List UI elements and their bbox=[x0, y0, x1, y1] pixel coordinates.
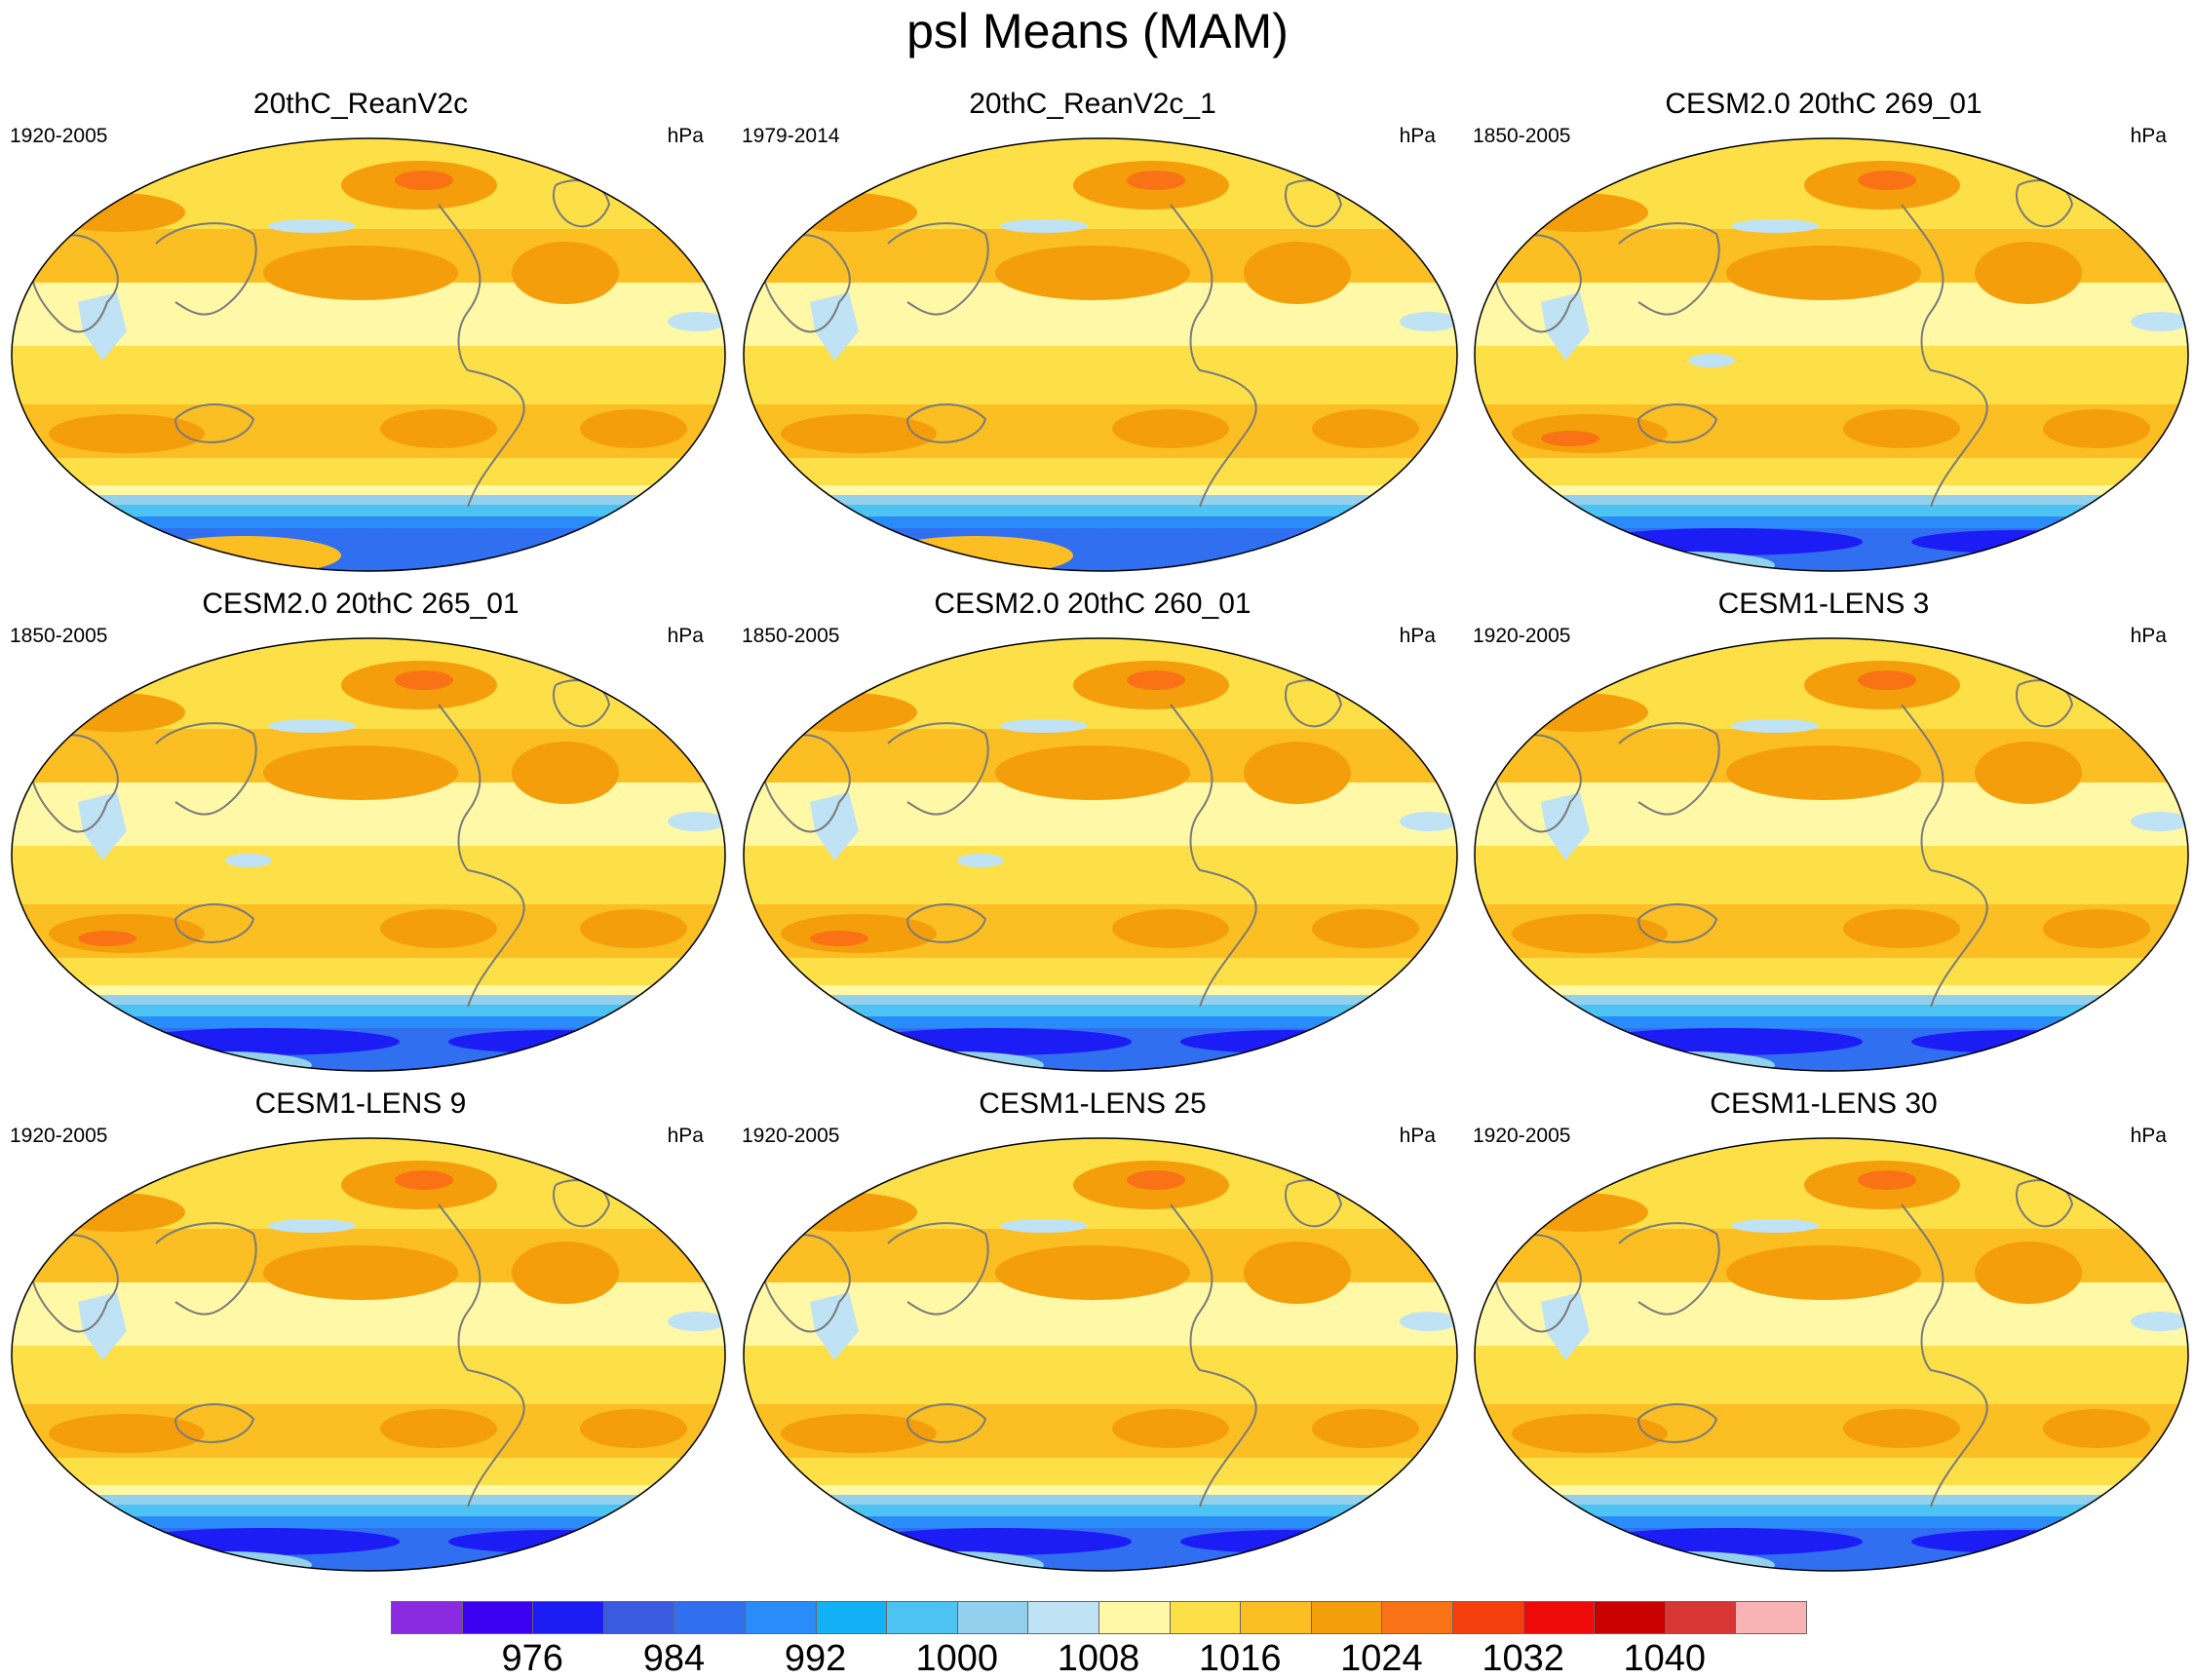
map-panel: 20thC_ReanV2c 1920-2005 hPa bbox=[0, 88, 726, 572]
colorbar-box bbox=[745, 1601, 817, 1634]
map-svg bbox=[743, 637, 1458, 1072]
map-svg bbox=[11, 1137, 726, 1572]
panel-units: hPa bbox=[2130, 625, 2167, 647]
colorbar-box bbox=[461, 1601, 534, 1634]
colorbar-box bbox=[815, 1601, 888, 1634]
panel-period: 1920-2005 bbox=[10, 125, 108, 147]
colorbar-box bbox=[1381, 1601, 1453, 1634]
world-map bbox=[742, 1136, 1459, 1573]
colorbar-box bbox=[1169, 1601, 1242, 1634]
colorbar-box bbox=[602, 1601, 675, 1634]
colorbar-box bbox=[1594, 1601, 1666, 1634]
colorbar-box bbox=[1098, 1601, 1171, 1634]
world-map bbox=[10, 1136, 727, 1573]
colorbar bbox=[391, 1601, 1807, 1634]
panel-units: hPa bbox=[667, 1125, 704, 1147]
colorbar-tick-label: 984 bbox=[642, 1638, 706, 1679]
world-map bbox=[10, 636, 727, 1073]
map-panel: CESM2.0 20thC 260_01 1850-2005 hPa bbox=[732, 588, 1458, 1072]
panel-period: 1850-2005 bbox=[10, 625, 108, 647]
panel-title: CESM1-LENS 30 bbox=[1710, 1088, 1938, 1120]
panel-period: 1850-2005 bbox=[1473, 125, 1571, 147]
panel-period: 1920-2005 bbox=[1473, 625, 1571, 647]
colorbar-box bbox=[1664, 1601, 1737, 1634]
map-svg bbox=[743, 1137, 1458, 1572]
colorbar-tick-label: 1000 bbox=[915, 1638, 999, 1679]
panel-units: hPa bbox=[2130, 125, 2167, 147]
panel-title: CESM1-LENS 9 bbox=[254, 1088, 467, 1120]
colorbar-box bbox=[532, 1601, 604, 1634]
map-svg bbox=[1474, 137, 2189, 572]
map-svg bbox=[1474, 637, 2189, 1072]
map-panel: CESM1-LENS 25 1920-2005 hPa bbox=[732, 1088, 1458, 1572]
map-panel: CESM2.0 20thC 269_01 1850-2005 hPa bbox=[1463, 88, 2189, 572]
colorbar-tick-label: 976 bbox=[501, 1638, 563, 1679]
colorbar-box bbox=[391, 1601, 463, 1634]
colorbar-tick-label: 1040 bbox=[1623, 1638, 1707, 1679]
world-map bbox=[742, 636, 1459, 1073]
colorbar-box bbox=[1027, 1601, 1099, 1634]
map-panel: CESM1-LENS 3 1920-2005 hPa bbox=[1463, 588, 2189, 1072]
panel-title: 20thC_ReanV2c_1 bbox=[969, 88, 1216, 120]
panel-title: CESM2.0 20thC 260_01 bbox=[934, 588, 1252, 620]
panel-period: 1979-2014 bbox=[742, 125, 840, 147]
colorbar-tick-label: 1016 bbox=[1198, 1638, 1282, 1679]
colorbar-box bbox=[956, 1601, 1029, 1634]
panel-units: hPa bbox=[1399, 1125, 1436, 1147]
panel-units: hPa bbox=[1399, 625, 1436, 647]
panel-period: 1920-2005 bbox=[1473, 1125, 1571, 1147]
main-title: psl Means (MAM) bbox=[906, 4, 1289, 58]
colorbar-box bbox=[1735, 1601, 1807, 1634]
panel-title: CESM1-LENS 3 bbox=[1717, 588, 1930, 620]
panel-period: 1850-2005 bbox=[742, 625, 840, 647]
panel-title: CESM2.0 20thC 265_01 bbox=[202, 588, 520, 620]
colorbar-box bbox=[1240, 1601, 1312, 1634]
map-svg bbox=[11, 137, 726, 572]
colorbar-box bbox=[674, 1601, 746, 1634]
panel-units: hPa bbox=[667, 125, 704, 147]
map-svg bbox=[1474, 1137, 2189, 1572]
map-svg bbox=[11, 637, 726, 1072]
world-map bbox=[1473, 636, 2190, 1073]
colorbar-box bbox=[886, 1601, 958, 1634]
map-panel: CESM1-LENS 9 1920-2005 hPa bbox=[0, 1088, 726, 1572]
world-map bbox=[742, 136, 1459, 573]
map-panel: 20thC_ReanV2c_1 1979-2014 hPa bbox=[732, 88, 1458, 572]
colorbar-tick-label: 1008 bbox=[1057, 1638, 1140, 1679]
panel-units: hPa bbox=[1399, 125, 1436, 147]
panel-title: CESM1-LENS 25 bbox=[979, 1088, 1207, 1120]
panel-units: hPa bbox=[667, 625, 704, 647]
colorbar-box bbox=[1452, 1601, 1524, 1634]
colorbar-tick-label: 992 bbox=[784, 1638, 847, 1679]
panel-units: hPa bbox=[2130, 1125, 2167, 1147]
colorbar-box bbox=[1522, 1601, 1596, 1634]
colorbar-tick-label: 1032 bbox=[1482, 1638, 1564, 1679]
panel-title: 20thC_ReanV2c bbox=[252, 88, 469, 120]
world-map bbox=[10, 136, 727, 573]
colorbar-box bbox=[1310, 1601, 1383, 1634]
map-panel: CESM2.0 20thC 265_01 1850-2005 hPa bbox=[0, 588, 726, 1072]
panel-period: 1920-2005 bbox=[742, 1125, 840, 1147]
colorbar-tick-label: 1024 bbox=[1340, 1638, 1423, 1679]
panel-title: CESM2.0 20thC 269_01 bbox=[1665, 88, 1983, 120]
map-svg bbox=[743, 137, 1458, 572]
world-map bbox=[1473, 1136, 2190, 1573]
panel-period: 1920-2005 bbox=[10, 1125, 108, 1147]
world-map bbox=[1473, 136, 2190, 573]
map-panel: CESM1-LENS 30 1920-2005 hPa bbox=[1463, 1088, 2189, 1572]
